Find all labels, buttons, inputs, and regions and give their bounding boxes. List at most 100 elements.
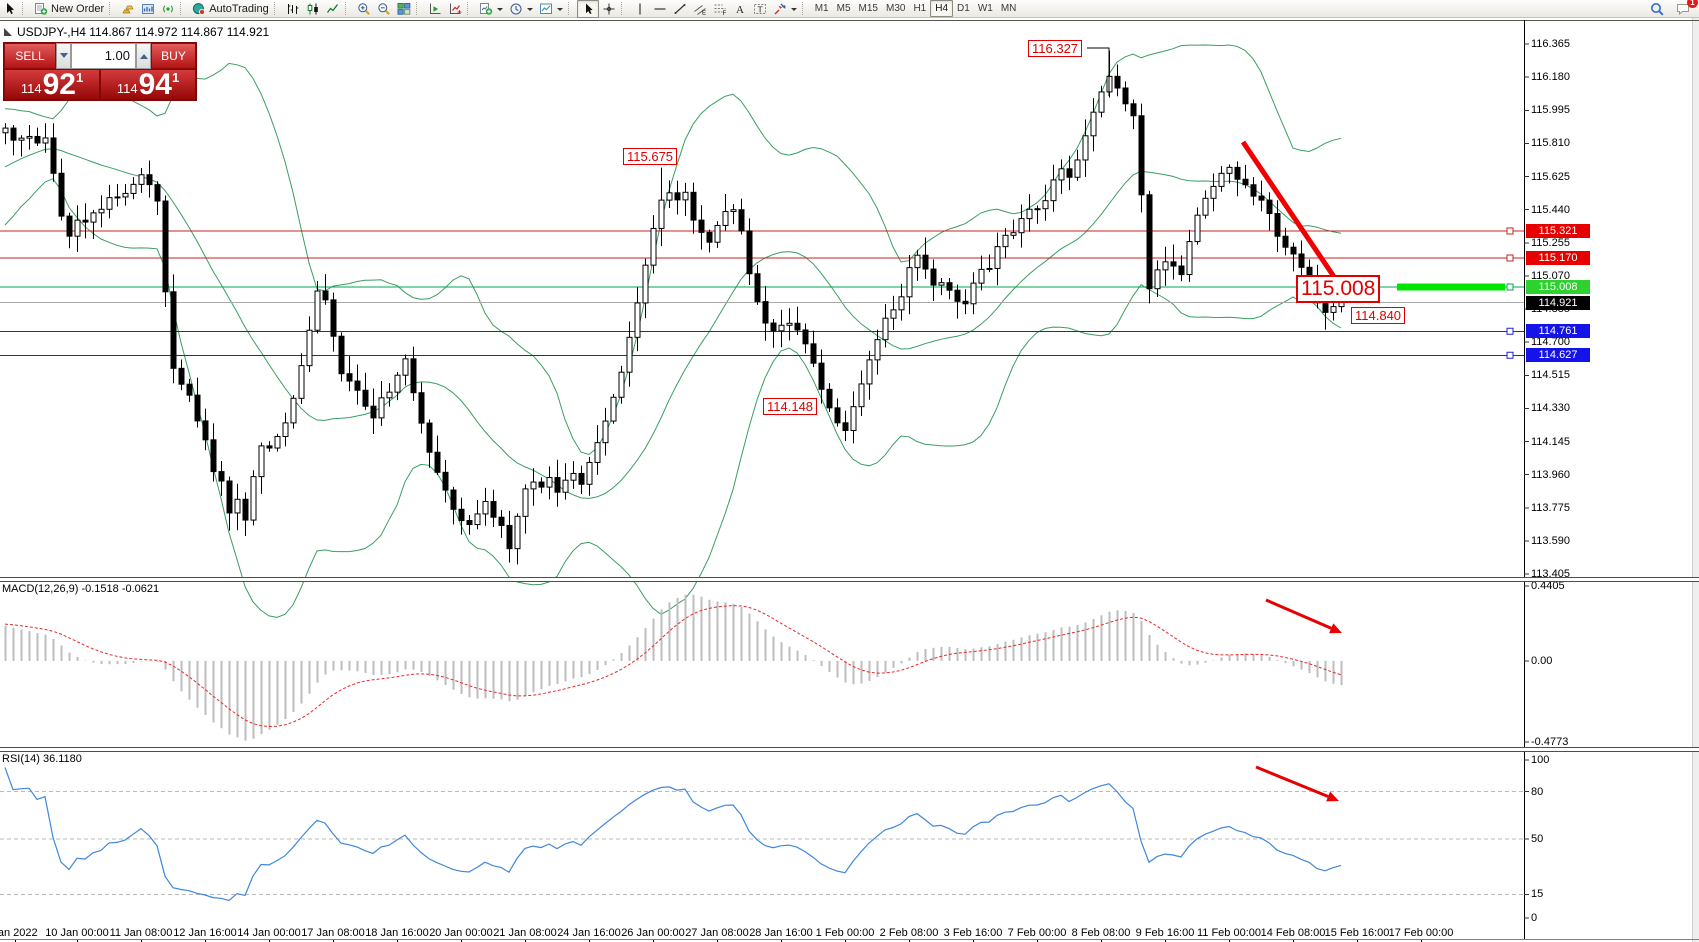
toolbar-group-separator bbox=[109, 2, 115, 15]
toolbar-button-zoom-in[interactable] bbox=[354, 1, 374, 17]
trend-arrow-macd-head[interactable] bbox=[1329, 623, 1342, 634]
svg-text:F: F bbox=[722, 11, 726, 16]
bollinger-middle-band bbox=[4, 148, 1342, 499]
volume-down-button[interactable] bbox=[56, 43, 71, 69]
toolbar-button-horizontal-line[interactable] bbox=[650, 1, 670, 17]
toolbar-button-mn[interactable]: MN bbox=[997, 1, 1021, 16]
toolbar-button-m30[interactable]: M30 bbox=[882, 1, 909, 16]
toolbar-button-new-chart[interactable] bbox=[476, 1, 506, 17]
level-handle[interactable] bbox=[1506, 254, 1514, 262]
panel-splitter[interactable] bbox=[0, 577, 1699, 582]
toolbar-button-trendline[interactable] bbox=[670, 1, 690, 17]
toolbar-button-label: M30 bbox=[885, 2, 906, 14]
toolbar-button-template[interactable] bbox=[536, 1, 566, 17]
price-tick-label: 114.330 bbox=[1531, 402, 1570, 415]
price-tick-label: 114.700 bbox=[1531, 336, 1570, 349]
toolbar-button-period-clock[interactable] bbox=[506, 1, 536, 17]
highlight-level-bar[interactable] bbox=[1397, 283, 1505, 291]
buy-price[interactable]: 114 94 1 bbox=[100, 69, 196, 100]
time-axis-label: 17 Feb 00:00 bbox=[1388, 927, 1454, 939]
toolbar-button-market-watch-chart[interactable] bbox=[138, 1, 158, 17]
price-annotation-label[interactable]: 116.327 bbox=[1028, 40, 1083, 57]
toolbar-button-search[interactable] bbox=[1647, 1, 1667, 17]
toolbar-group-separator bbox=[415, 2, 422, 15]
time-axis-label: 15 Feb 16:00 bbox=[1324, 927, 1390, 939]
time-axis-label: 11 Jan 08:00 bbox=[109, 927, 173, 939]
toolbar-button-gold-bars[interactable] bbox=[118, 1, 138, 17]
volume-input[interactable]: 1.00 bbox=[71, 43, 136, 69]
toolbar-button-m15[interactable]: M15 bbox=[855, 1, 882, 16]
toolbar-button-m5[interactable]: M5 bbox=[833, 1, 855, 16]
toolbar-button-label: H1 bbox=[913, 2, 927, 14]
cursor-arrow-icon bbox=[3, 2, 17, 16]
toolbar-button-text-label[interactable]: T bbox=[750, 1, 770, 17]
buy-price-big: 94 bbox=[138, 68, 172, 101]
trend-arrow-macd[interactable] bbox=[1265, 598, 1332, 630]
toolbar-group-separator bbox=[22, 2, 28, 15]
level-handle[interactable] bbox=[1506, 327, 1514, 335]
toolbar-button-tile-windows[interactable] bbox=[394, 1, 414, 17]
toolbar-button-pointer[interactable] bbox=[576, 0, 599, 18]
volume-up-button[interactable] bbox=[136, 43, 151, 69]
toolbar-button-chat[interactable]: 1 bbox=[1673, 0, 1698, 17]
toolbar-button-new-order[interactable]: New Order bbox=[31, 1, 107, 17]
panel-splitter[interactable] bbox=[0, 747, 1699, 752]
time-axis-label: 3 Feb 16:00 bbox=[943, 927, 1003, 939]
price-level-badge: 115.170 bbox=[1526, 251, 1590, 265]
sell-price-small: 114 bbox=[20, 81, 42, 96]
trend-arrow-rsi-head[interactable] bbox=[1326, 791, 1339, 802]
rsi-tick-label: 80 bbox=[1531, 785, 1544, 798]
price-annotation-label[interactable]: 115.008 bbox=[1296, 275, 1381, 303]
price-tick-label: 113.775 bbox=[1531, 501, 1570, 514]
collapse-icon[interactable] bbox=[4, 28, 12, 36]
toolbar-button-d1[interactable]: D1 bbox=[953, 1, 974, 16]
candle-chart-icon bbox=[306, 2, 320, 16]
toolbar-button-h4[interactable]: H4 bbox=[930, 0, 954, 17]
trend-arrow-main[interactable] bbox=[1240, 140, 1342, 287]
toolbar-button-indicator-add[interactable] bbox=[445, 1, 465, 17]
toolbar-button-label: M5 bbox=[836, 2, 851, 14]
chevron-down-icon bbox=[790, 7, 797, 14]
toolbar-button-autotrading[interactable]: AutoTrading bbox=[189, 1, 272, 17]
toolbar-button-cursor-arrow[interactable] bbox=[0, 1, 20, 17]
trend-arrow-rsi[interactable] bbox=[1255, 765, 1329, 798]
price-tick-label: 115.810 bbox=[1531, 137, 1570, 150]
sell-price[interactable]: 114 92 1 bbox=[4, 69, 100, 100]
toolbar-button-fibonacci[interactable]: F bbox=[710, 1, 730, 17]
toolbar-button-indicator-list[interactable] bbox=[425, 1, 445, 17]
price-annotation-label[interactable]: 114.148 bbox=[763, 398, 818, 415]
toolbar-button-crosshair[interactable] bbox=[599, 1, 619, 17]
toolbar-button-signal[interactable] bbox=[158, 1, 178, 17]
time-axis-label: 14 Jan 00:00 bbox=[237, 927, 301, 939]
bar-chart-icon bbox=[286, 2, 300, 16]
price-tick-label: 115.995 bbox=[1531, 104, 1570, 117]
toolbar-button-m1[interactable]: M1 bbox=[811, 1, 833, 16]
buy-button[interactable]: BUY bbox=[151, 43, 196, 69]
toolbar-button-bar-chart[interactable] bbox=[283, 1, 303, 17]
chart-title-text: USDJPY-,H4 114.867 114.972 114.867 114.9… bbox=[17, 25, 270, 39]
rsi-tick-label: 50 bbox=[1531, 833, 1544, 845]
chevron-down-icon bbox=[556, 7, 563, 14]
level-handle[interactable] bbox=[1506, 227, 1514, 235]
buy-price-small: 114 bbox=[116, 81, 138, 96]
toolbar-button-text[interactable]: A bbox=[730, 1, 750, 17]
toolbar-button-h1[interactable]: H1 bbox=[909, 1, 930, 16]
gold-bars-icon bbox=[121, 2, 135, 16]
price-annotation-label[interactable]: 115.675 bbox=[623, 148, 678, 165]
toolbar-button-candle-chart[interactable] bbox=[303, 1, 323, 17]
level-handle[interactable] bbox=[1506, 351, 1514, 359]
time-axis-label: 11 Feb 00:00 bbox=[1196, 927, 1262, 939]
time-axis-label: 24 Jan 16:00 bbox=[557, 927, 621, 939]
toolbar-button-equidistant-channel[interactable]: E bbox=[690, 1, 710, 17]
toolbar-button-zoom-out[interactable] bbox=[374, 1, 394, 17]
price-level-badge: 114.761 bbox=[1526, 324, 1590, 339]
price-annotation-label[interactable]: 114.840 bbox=[1351, 307, 1406, 324]
sell-button[interactable]: SELL bbox=[4, 43, 56, 69]
horizontal-line-icon bbox=[653, 2, 667, 16]
toolbar-button-arrow-objects[interactable] bbox=[770, 1, 800, 17]
toolbar-button-line-chart[interactable] bbox=[323, 1, 343, 17]
level-handle[interactable] bbox=[1506, 283, 1514, 291]
chart-window: USDJPY-,H4 114.867 114.972 114.867 114.9… bbox=[0, 18, 1699, 942]
toolbar-button-vertical-line[interactable] bbox=[630, 1, 650, 17]
toolbar-button-w1[interactable]: W1 bbox=[974, 1, 997, 16]
